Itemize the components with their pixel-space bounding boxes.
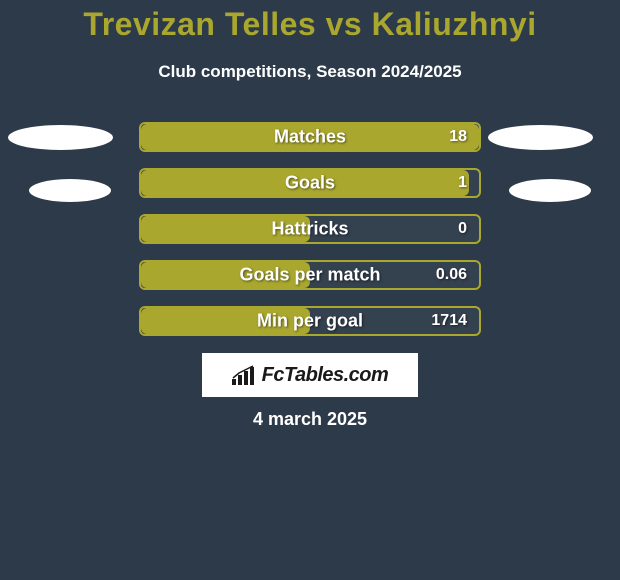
stat-bar-label: Min per goal: [141, 311, 479, 332]
stat-bar-label: Goals: [141, 173, 479, 194]
stat-row: Goals1: [0, 168, 620, 198]
stat-row: Min per goal1714: [0, 306, 620, 336]
canvas-bg: [0, 0, 620, 580]
stat-bar-label: Matches: [141, 127, 479, 148]
stat-bar-label: Goals per match: [141, 265, 479, 286]
stat-bar-track: Hattricks0: [139, 214, 481, 244]
update-date: 4 march 2025: [0, 409, 620, 430]
stat-bar-value: 18: [449, 128, 467, 146]
stat-bar-track: Goals per match0.06: [139, 260, 481, 290]
bar-chart-icon: [232, 365, 256, 385]
stat-bar-track: Goals1: [139, 168, 481, 198]
stat-row: Goals per match0.06: [0, 260, 620, 290]
site-logo: FcTables.com: [202, 353, 418, 397]
stat-bar-value: 0.06: [436, 266, 467, 284]
stat-row: Matches18: [0, 122, 620, 152]
site-logo-text: FcTables.com: [262, 364, 389, 387]
stat-bar-value: 1: [458, 174, 467, 192]
stat-bar-value: 0: [458, 220, 467, 238]
page-subtitle: Club competitions, Season 2024/2025: [0, 62, 620, 82]
stat-bar-track: Matches18: [139, 122, 481, 152]
stat-bar-value: 1714: [431, 312, 467, 330]
stat-bar-track: Min per goal1714: [139, 306, 481, 336]
stat-row: Hattricks0: [0, 214, 620, 244]
page-title: Trevizan Telles vs Kaliuzhnyi: [0, 6, 620, 43]
stat-bar-label: Hattricks: [141, 219, 479, 240]
